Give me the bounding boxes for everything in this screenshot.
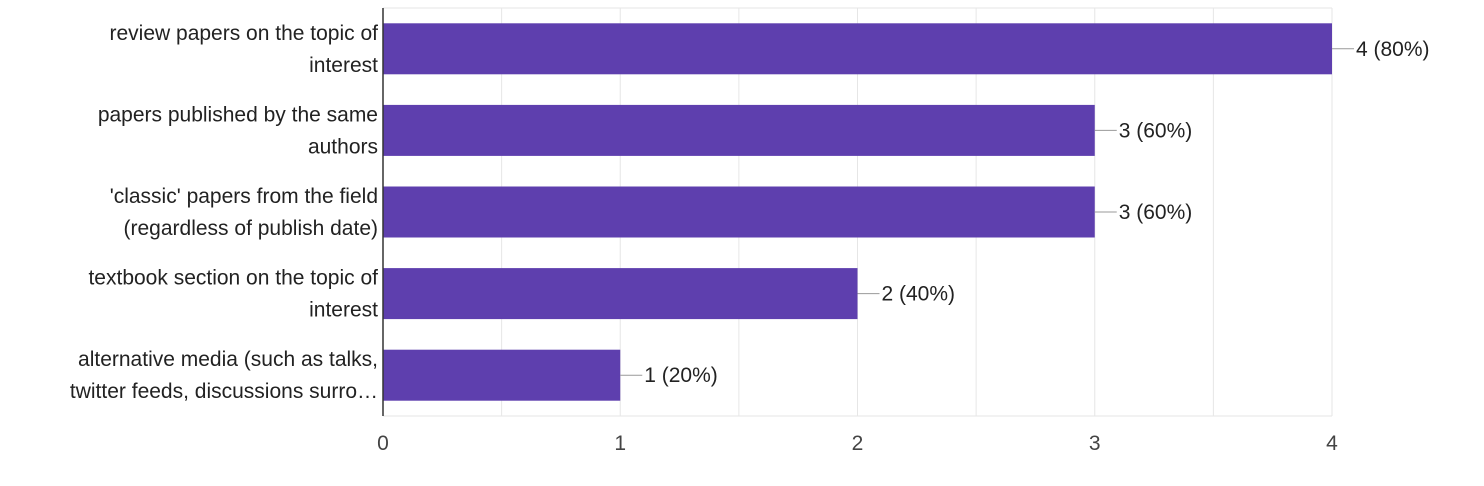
category-label: (regardless of publish date) (124, 217, 378, 240)
category-label: textbook section on the topic of (88, 267, 378, 290)
category-label: twitter feeds, discussions surro… (70, 380, 378, 403)
category-label: papers published by the same (98, 103, 378, 126)
category-label: interest (309, 299, 378, 322)
data-label: 2 (40%) (882, 283, 956, 306)
bar (383, 186, 1095, 238)
axis-layer: 0 1 2 3 4 (377, 8, 1338, 455)
category-label: interest (309, 54, 378, 77)
label-layer: 4 (80%) review papers on the topic of inte… (70, 22, 1430, 403)
bar (383, 104, 1095, 156)
bar (383, 268, 858, 320)
data-label: 4 (80%) (1356, 38, 1430, 61)
category-label: 'classic' papers from the field (110, 185, 378, 208)
bar-layer (383, 23, 1332, 401)
bar (383, 349, 621, 401)
x-tick-label: 0 (377, 432, 389, 455)
data-label: 3 (60%) (1119, 119, 1193, 142)
bar (383, 23, 1332, 75)
data-label: 3 (60%) (1119, 201, 1193, 224)
category-label: authors (308, 135, 378, 158)
x-tick-label: 1 (614, 432, 626, 455)
x-tick-label: 3 (1089, 432, 1101, 455)
x-tick-label: 4 (1326, 432, 1338, 455)
category-label: alternative media (such as talks, (78, 348, 378, 371)
category-label: review papers on the topic of (110, 22, 379, 45)
data-label: 1 (20%) (644, 364, 718, 387)
x-tick-label: 2 (852, 432, 864, 455)
